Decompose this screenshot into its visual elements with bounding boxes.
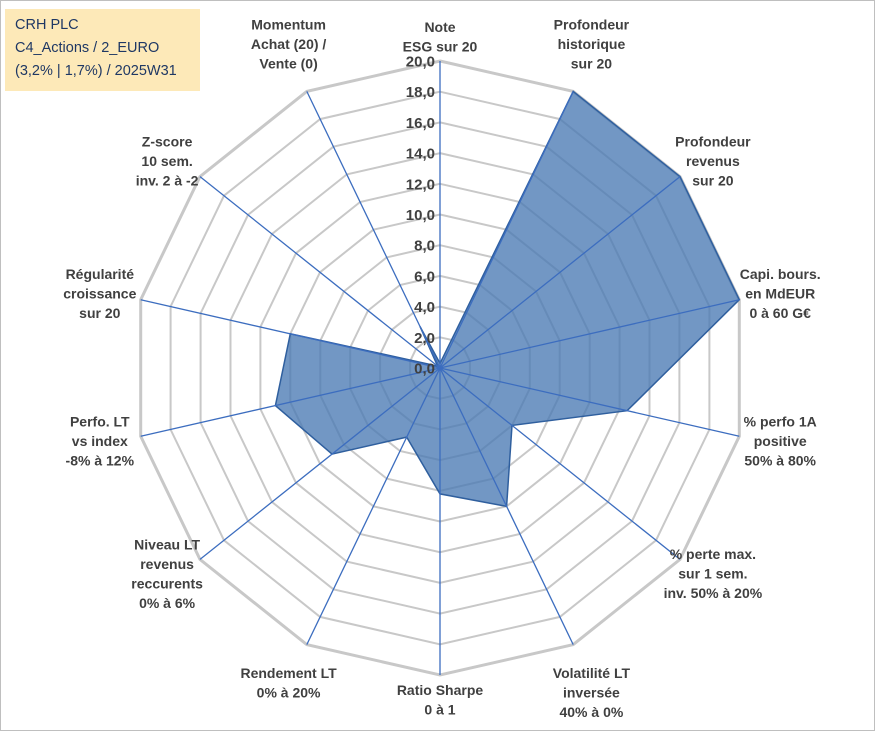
axis-label-line: Z-score xyxy=(142,133,193,149)
axis-label: Perfo. LT vs index -8% à 12% xyxy=(66,413,135,468)
axis-label: % perte max. sur 1 sem. inv. 50% à 20% xyxy=(664,546,763,601)
axis-label-line: croissance xyxy=(63,286,136,302)
tick-label: 0,0 xyxy=(414,361,435,378)
axis-spoke xyxy=(199,176,441,369)
axis-spoke xyxy=(439,91,574,369)
axis-label-line: Niveau LT xyxy=(134,536,200,552)
tick-label: 8,0 xyxy=(414,238,435,255)
axis-label: Note ESG sur 20 xyxy=(403,19,478,55)
axis-label: Capi. bours. en MdEUR 0 à 60 G€ xyxy=(740,266,821,321)
axis-label-line: Note xyxy=(424,19,455,35)
axis-labels: Note ESG sur 20 Profondeur historique sur 20… xyxy=(63,16,820,720)
axis-label: % perfo 1A positive 50% à 80% xyxy=(744,413,817,468)
axis-spokes xyxy=(140,61,740,675)
axis-label-line: 40% à 0% xyxy=(559,704,623,720)
axis-label-line: Capi. bours. xyxy=(740,266,821,282)
axis-label-line: Perfo. LT xyxy=(70,413,130,429)
axis-spoke xyxy=(140,299,441,369)
axis-label-line: Profondeur xyxy=(554,16,630,32)
tick-label: 2,0 xyxy=(414,330,435,347)
axis-label-line: sur 20 xyxy=(79,305,120,321)
axis-spoke xyxy=(439,367,574,645)
details-label: (3,2% | 1,7%) / 2025W31 xyxy=(15,63,177,79)
axis-label-line: reccurents xyxy=(131,575,203,591)
axis-label-line: ESG sur 20 xyxy=(403,39,478,55)
axis-label: Z-score 10 sem. inv. 2 à -2 xyxy=(136,133,199,188)
axis-label: Ratio Sharpe 0 à 1 xyxy=(397,682,484,718)
axis-spoke xyxy=(439,176,681,369)
axis-spoke xyxy=(199,367,441,560)
tick-label: 6,0 xyxy=(414,268,435,285)
axis-label-line: inv. 2 à -2 xyxy=(136,172,199,188)
axis-label-line: 50% à 80% xyxy=(744,452,816,468)
axis-spoke xyxy=(140,367,441,437)
info-box: CRH PLC C4_Actions / 2_EURO (3,2% | 1,7%… xyxy=(5,9,200,91)
axis-label: Régularité croissance sur 20 xyxy=(63,266,136,321)
axis-label-line: Régularité xyxy=(66,266,135,282)
axis-label-line: vs index xyxy=(72,433,128,449)
axis-label-line: Profondeur xyxy=(675,133,751,149)
axis-label-line: Ratio Sharpe xyxy=(397,682,484,698)
tick-label: 10,0 xyxy=(406,207,435,224)
axis-spoke xyxy=(439,367,740,437)
axis-spoke xyxy=(439,299,740,369)
tick-label: 16,0 xyxy=(406,115,435,132)
axis-label-line: sur 1 sem. xyxy=(678,566,747,582)
axis-label-line: historique xyxy=(558,36,626,52)
axis-label-line: 0 à 60 G€ xyxy=(749,305,811,321)
axis-label: Niveau LT revenus reccurents 0% à 6% xyxy=(131,536,203,611)
axis-spoke xyxy=(306,367,441,645)
axis-label-line: % perte max. xyxy=(670,546,756,562)
tick-label: 18,0 xyxy=(406,84,435,101)
tick-label: 4,0 xyxy=(414,299,435,316)
axis-label: Rendement LT 0% à 20% xyxy=(240,665,337,701)
category-label: C4_Actions / 2_EURO xyxy=(15,40,160,56)
company-name: CRH PLC xyxy=(15,17,79,33)
axis-label-line: Volatilité LT xyxy=(553,665,631,681)
axis-label-line: -8% à 12% xyxy=(66,452,135,468)
axis-label-line: Vente (0) xyxy=(259,55,317,71)
axis-label-line: % perfo 1A xyxy=(744,413,817,429)
axis-label-line: revenus xyxy=(140,556,194,572)
axis-label-line: Rendement LT xyxy=(240,665,337,681)
axis-label-line: inversée xyxy=(563,685,620,701)
axis-label: Momentum Achat (20) / Vente (0) xyxy=(251,16,327,71)
axis-label: Volatilité LT inversée 40% à 0% xyxy=(553,665,631,720)
radial-tick-labels: 0,0 2,0 4,0 6,0 8,0 10,0 12,0 14,0 16,0 18,0 20,0 xyxy=(406,54,435,378)
axis-label-line: en MdEUR xyxy=(745,286,815,302)
axis-label-line: Achat (20) / xyxy=(251,36,327,52)
axis-label-line: inv. 50% à 20% xyxy=(664,585,763,601)
tick-label: 14,0 xyxy=(406,146,435,163)
axis-label-line: sur 20 xyxy=(571,55,612,71)
axis-label-line: 0% à 6% xyxy=(139,595,196,611)
axis-label-line: 0% à 20% xyxy=(257,685,321,701)
axis-label: Profondeur revenus sur 20 xyxy=(675,133,751,188)
axis-label-line: 10 sem. xyxy=(141,153,192,169)
tick-label: 12,0 xyxy=(406,176,435,193)
axis-spoke xyxy=(306,91,441,369)
tick-label: 20,0 xyxy=(406,54,435,71)
axis-label-line: 0 à 1 xyxy=(424,702,455,718)
axis-label-line: sur 20 xyxy=(692,172,733,188)
axis-label-line: positive xyxy=(754,433,807,449)
axis-label-line: Momentum xyxy=(251,16,326,32)
axis-spoke xyxy=(439,367,681,560)
axis-label-line: revenus xyxy=(686,153,740,169)
axis-label: Profondeur historique sur 20 xyxy=(554,16,630,71)
